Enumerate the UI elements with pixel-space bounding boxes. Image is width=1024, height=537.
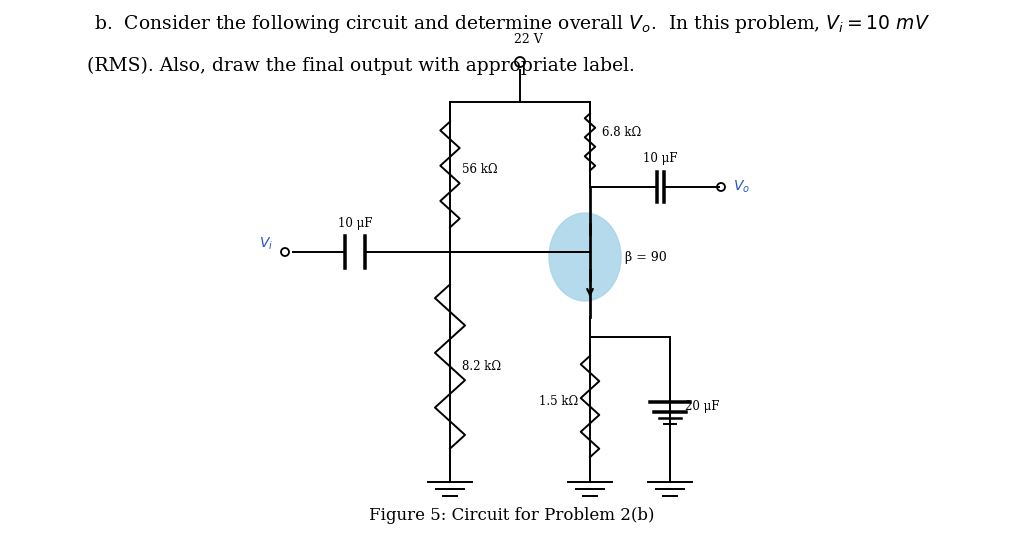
Text: 56 kΩ: 56 kΩ <box>462 163 498 176</box>
Text: Figure 5: Circuit for Problem 2(b): Figure 5: Circuit for Problem 2(b) <box>370 506 654 524</box>
Ellipse shape <box>549 213 621 301</box>
Text: 10 μF: 10 μF <box>643 152 677 165</box>
Text: 10 μF: 10 μF <box>338 217 373 230</box>
Text: 1.5 kΩ: 1.5 kΩ <box>539 395 578 408</box>
Text: 20 μF: 20 μF <box>685 400 720 413</box>
Text: $V_o$: $V_o$ <box>733 179 750 195</box>
Text: (RMS). Also, draw the final output with appropriate label.: (RMS). Also, draw the final output with … <box>87 56 635 75</box>
Text: 6.8 kΩ: 6.8 kΩ <box>602 126 641 139</box>
Text: 8.2 kΩ: 8.2 kΩ <box>462 360 501 373</box>
Text: β = 90: β = 90 <box>625 250 667 264</box>
Text: b.  Consider the following circuit and determine overall $V_o$.  In this problem: b. Consider the following circuit and de… <box>94 13 930 35</box>
Text: $V_i$: $V_i$ <box>259 236 273 252</box>
Text: 22 V: 22 V <box>514 33 543 46</box>
